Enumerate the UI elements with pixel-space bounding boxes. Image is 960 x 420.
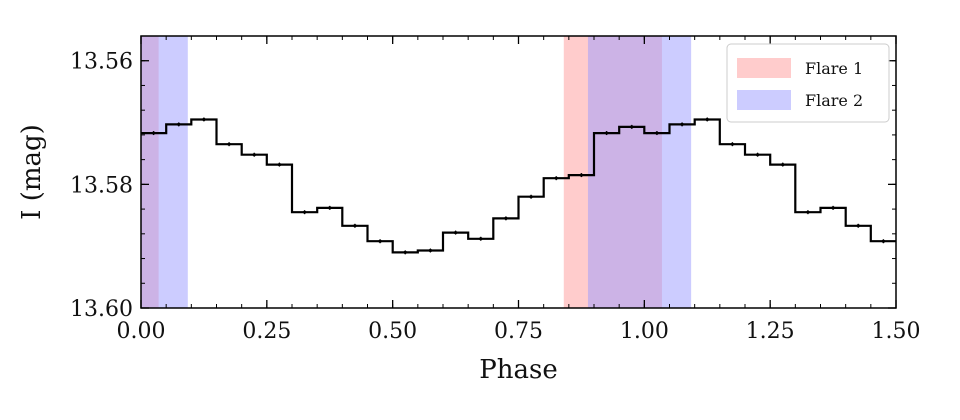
series-line <box>141 118 896 254</box>
data-point <box>655 131 659 135</box>
data-point <box>680 122 684 126</box>
legend-label: Flare 2 <box>805 91 863 110</box>
data-point <box>504 216 508 220</box>
x-tick-label: 1.00 <box>620 319 669 344</box>
data-point <box>579 173 584 177</box>
ticks-layer: 0.00 0.25 0.50 0.75 1.00 1.25 1.50 13.56 13.58 13… <box>70 35 921 344</box>
y-tick-label: 13.60 <box>70 297 133 322</box>
data-point <box>202 117 206 122</box>
data-point <box>151 131 156 135</box>
legend: Flare 1 Flare 2 <box>726 43 890 123</box>
x-tick-label: 1.25 <box>746 319 795 344</box>
data-point <box>328 206 332 210</box>
series-layer <box>141 117 896 255</box>
region-2-band-1 <box>141 36 188 308</box>
data-point <box>630 125 634 129</box>
data-point <box>806 210 810 214</box>
data-point <box>730 142 735 146</box>
x-tick-label: 1.50 <box>872 319 921 344</box>
data-point <box>302 210 307 214</box>
data-point <box>856 224 860 228</box>
data-point <box>277 162 282 167</box>
data-point <box>403 250 407 254</box>
data-point <box>378 239 382 243</box>
data-point <box>881 239 886 243</box>
data-point <box>529 195 533 199</box>
x-tick-label: 0.00 <box>117 319 166 344</box>
y-axis-label: I (mag) <box>17 124 47 220</box>
x-tick-label: 0.75 <box>494 319 543 344</box>
x-axis-label: Phase <box>479 355 557 385</box>
data-point <box>479 237 483 241</box>
legend-swatch <box>737 90 791 110</box>
data-point <box>755 153 760 157</box>
data-point <box>353 224 357 228</box>
y-tick-label: 13.58 <box>70 173 133 198</box>
data-point <box>428 248 433 253</box>
data-point <box>227 142 231 146</box>
data-point <box>177 122 181 126</box>
data-point <box>705 117 709 122</box>
y-tick-label: 13.56 <box>70 50 133 75</box>
shaded-regions <box>141 36 692 308</box>
legend-label: Flare 1 <box>805 59 863 78</box>
data-point <box>604 131 609 135</box>
x-tick-label: 0.25 <box>242 319 291 344</box>
data-point <box>831 206 835 210</box>
data-point <box>453 230 458 235</box>
data-point <box>554 176 558 180</box>
legend-box <box>726 43 890 123</box>
data-point <box>781 162 785 167</box>
region-2-band-2 <box>587 36 692 308</box>
legend-swatch <box>737 58 791 78</box>
x-tick-label: 0.50 <box>368 319 417 344</box>
data-point <box>252 153 256 157</box>
